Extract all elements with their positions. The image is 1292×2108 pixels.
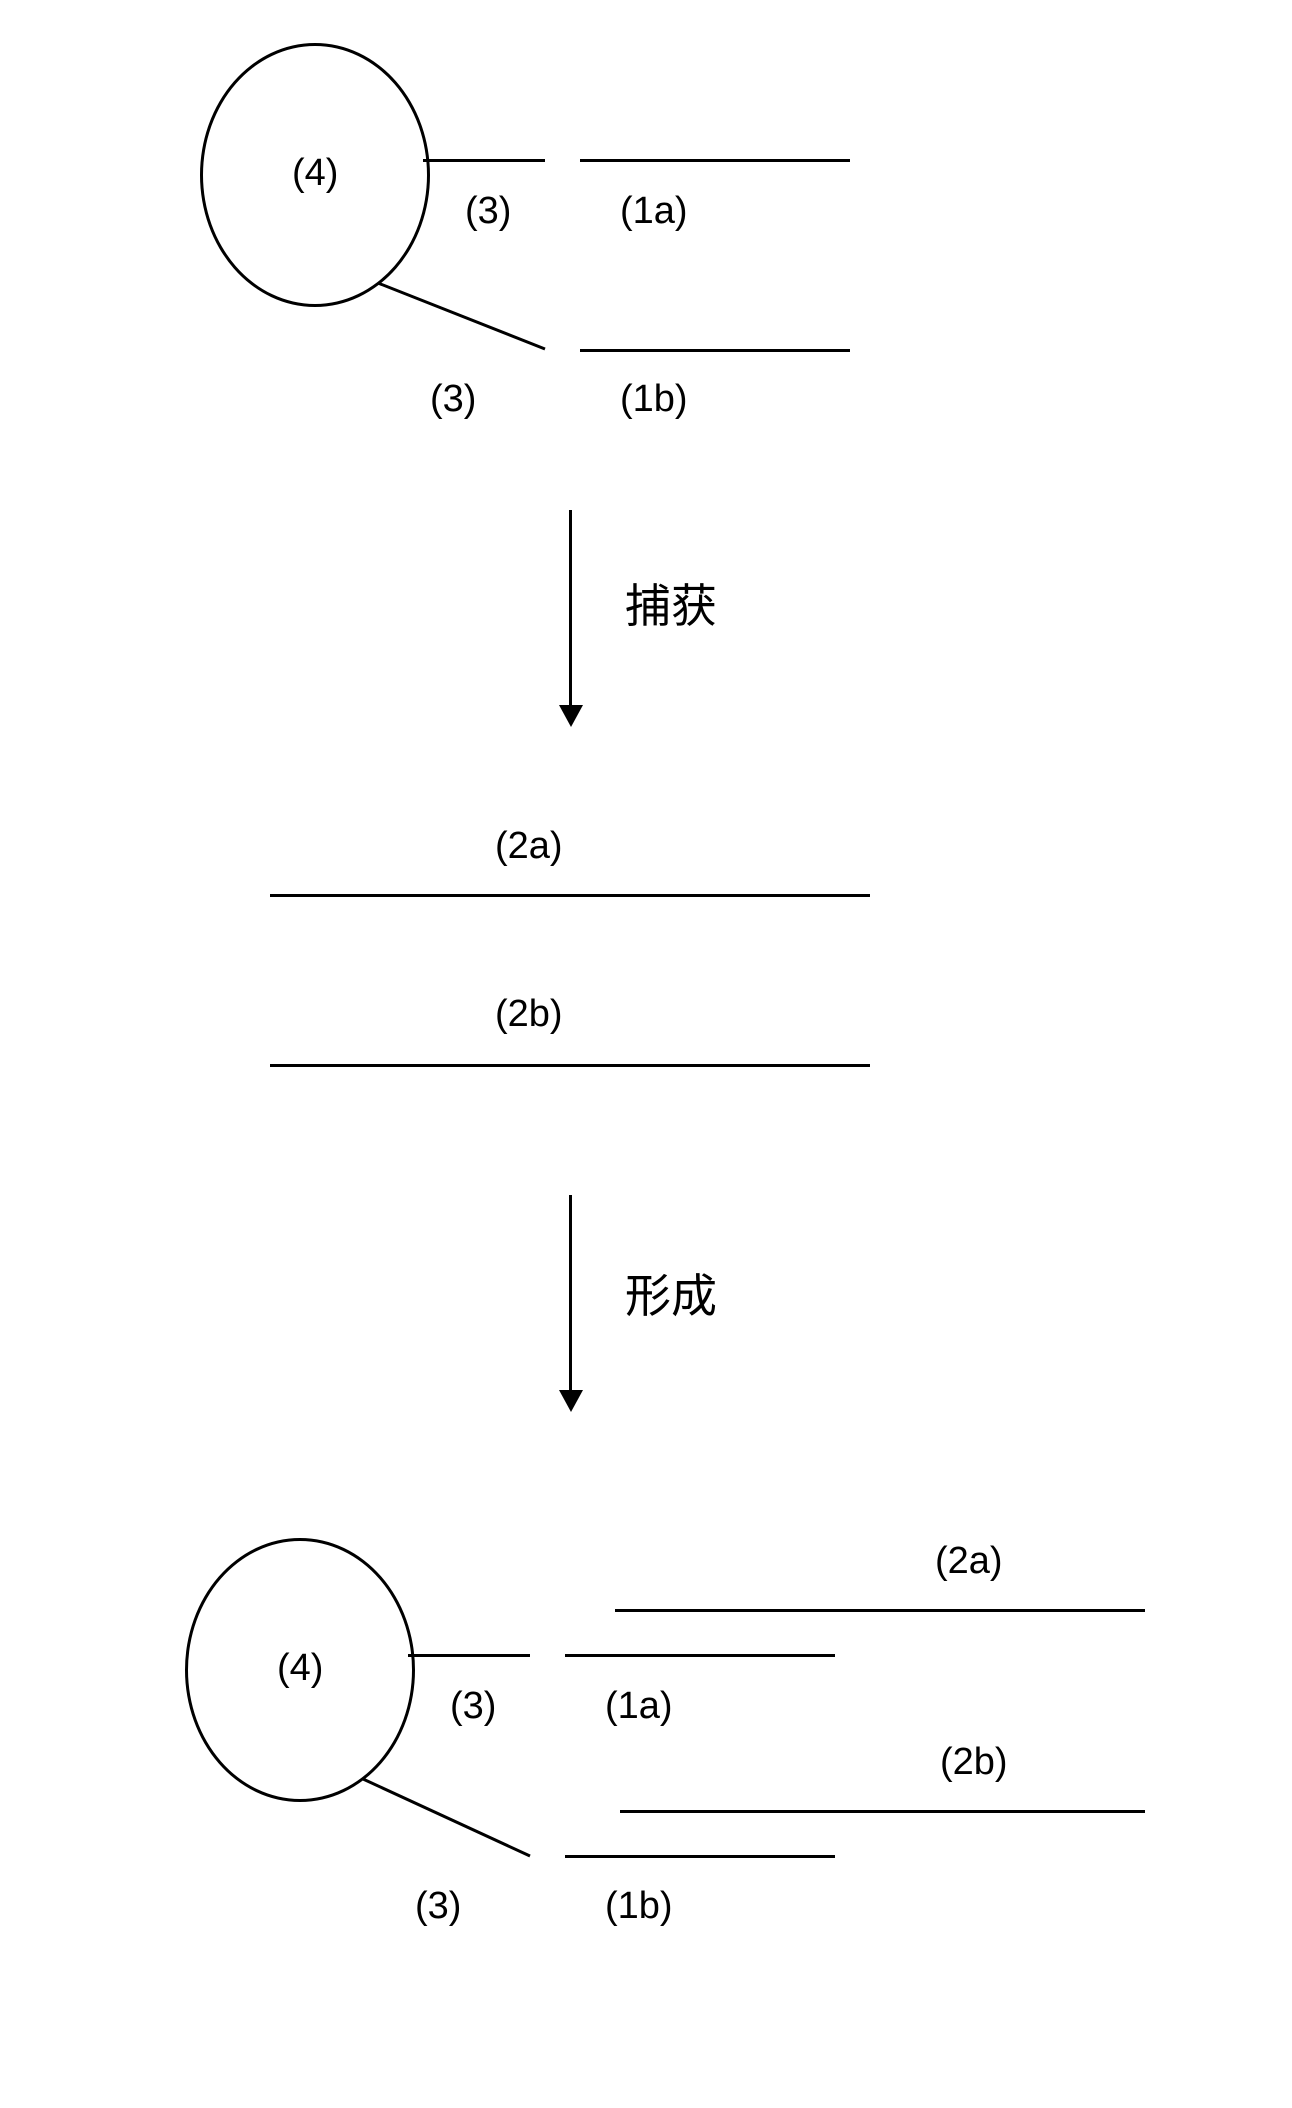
bottom-arm1-seg1-label: (3)	[450, 1685, 496, 1728]
middle-line2	[270, 1064, 870, 1067]
top-arm2-connector	[370, 280, 550, 360]
bottom-arm1-target-label: (2a)	[935, 1540, 1003, 1583]
bottom-arm2-seg1-label: (3)	[415, 1885, 461, 1928]
top-arm2-seg2	[580, 349, 850, 352]
arrow1-label: 捕获	[625, 570, 717, 636]
middle-line2-label: (2b)	[495, 993, 563, 1036]
bottom-arm2-target-label: (2b)	[940, 1741, 1008, 1784]
middle-line1	[270, 894, 870, 897]
arrow2-line	[569, 1195, 572, 1395]
bottom-arm1-seg2-label: (1a)	[605, 1685, 673, 1728]
top-arm2-seg2-label: (1b)	[620, 378, 688, 421]
bottom-ellipse-label: (4)	[277, 1647, 323, 1690]
top-arm1-seg2-label: (1a)	[620, 190, 688, 233]
arrow2-head	[559, 1390, 583, 1412]
arrow1-line	[569, 510, 572, 710]
bottom-arm1-target	[615, 1609, 1145, 1612]
middle-line1-label: (2a)	[495, 825, 563, 868]
top-arm1-seg2	[580, 159, 850, 162]
bottom-arm2-target	[620, 1810, 1145, 1813]
bottom-arm1-seg2	[565, 1654, 835, 1657]
top-ellipse-label: (4)	[292, 152, 338, 195]
arrow2-label: 形成	[625, 1260, 717, 1326]
bottom-arm2-connector	[355, 1776, 535, 1860]
bottom-arm1-seg1	[408, 1654, 530, 1657]
top-arm1-seg1-label: (3)	[465, 190, 511, 233]
top-arm2-seg1-label: (3)	[430, 378, 476, 421]
top-arm1-seg1	[423, 159, 545, 162]
bottom-arm2-seg2	[565, 1855, 835, 1858]
bottom-arm2-seg2-label: (1b)	[605, 1885, 673, 1928]
arrow1-head	[559, 705, 583, 727]
